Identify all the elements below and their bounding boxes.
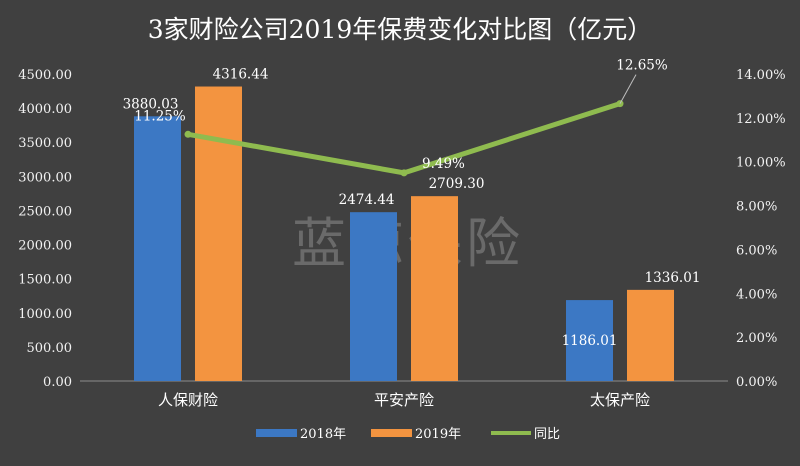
- y2-tick-label: 14.00%: [736, 68, 786, 83]
- line-data-label: 9.49%: [422, 156, 465, 172]
- y-tick-label: 3500.00: [18, 136, 72, 151]
- y2-tick-label: 12.00%: [736, 112, 786, 127]
- legend: 2018年 2019年 同比: [256, 427, 560, 442]
- y2-tick-label: 4.00%: [736, 287, 777, 302]
- legend-swatch: [371, 429, 412, 437]
- bar-2018: [566, 300, 613, 381]
- line-data-label: 11.25%: [134, 108, 186, 124]
- line-point: [400, 169, 408, 177]
- category-labels: 人保财险 平安产险 太保产险: [158, 391, 650, 409]
- legend-label: 2018年: [300, 427, 346, 442]
- y-tick-label: 1000.00: [18, 307, 72, 322]
- legend-label: 2019年: [415, 427, 461, 442]
- line-data-label: 12.65%: [616, 58, 668, 74]
- y2-tick-label: 10.00%: [736, 156, 786, 171]
- bar-data-label: 1186.01: [562, 333, 618, 349]
- chart-title: 3家财险公司2019年保费变化对比图（亿元）: [148, 15, 653, 44]
- watermark: 蓝鲸保险: [292, 212, 524, 275]
- y2-tick-label: 8.00%: [736, 200, 777, 215]
- x-tick-label: 太保产险: [590, 391, 650, 409]
- line-series-tongbi: [187, 101, 621, 176]
- bar-data-label: 1336.01: [645, 270, 701, 286]
- bar-2019: [627, 289, 674, 381]
- y-tick-label: 500.00: [27, 341, 73, 356]
- y2-tick-label: 0.00%: [736, 375, 777, 390]
- y-tick-label: 4500.00: [18, 68, 72, 83]
- bar-2019: [411, 196, 458, 381]
- y-tick-label: 3000.00: [18, 170, 72, 185]
- bar-2018: [350, 212, 397, 381]
- y-tick-label: 4000.00: [18, 102, 72, 117]
- bar-2019: [195, 86, 242, 381]
- y-tick-label: 1500.00: [18, 273, 72, 288]
- bar-data-label: 2474.44: [339, 192, 395, 208]
- leader-line: [619, 74, 637, 104]
- line-point: [184, 130, 192, 138]
- y2-axis: 0.00% 2.00% 4.00% 6.00% 8.00% 10.00% 12.00% 14.…: [736, 68, 786, 390]
- bar-data-label: 2709.30: [429, 176, 485, 192]
- bar-2018: [134, 116, 181, 382]
- y2-tick-label: 6.00%: [736, 243, 777, 258]
- x-tick-label: 人保财险: [158, 391, 218, 409]
- y-tick-label: 2500.00: [18, 204, 72, 219]
- bar-group: 3880.03 2474.44 1186.01 4316.44 2709.30 1336.…: [123, 67, 701, 382]
- legend-label: 同比: [534, 427, 560, 442]
- x-tick-label: 平安产险: [374, 391, 434, 409]
- y-axis: 0.00 500.00 1000.00 1500.00 2000.00 2500.00 30…: [18, 68, 72, 390]
- line-layer: 11.25% 9.49% 12.65%: [134, 58, 668, 177]
- y-tick-label: 0.00: [43, 375, 72, 390]
- y-tick-label: 2000.00: [18, 239, 72, 254]
- legend-swatch: [256, 429, 297, 437]
- bar-data-label: 4316.44: [213, 67, 269, 83]
- bar-data-label: 3880.03: [123, 96, 179, 112]
- y2-tick-label: 2.00%: [736, 331, 777, 346]
